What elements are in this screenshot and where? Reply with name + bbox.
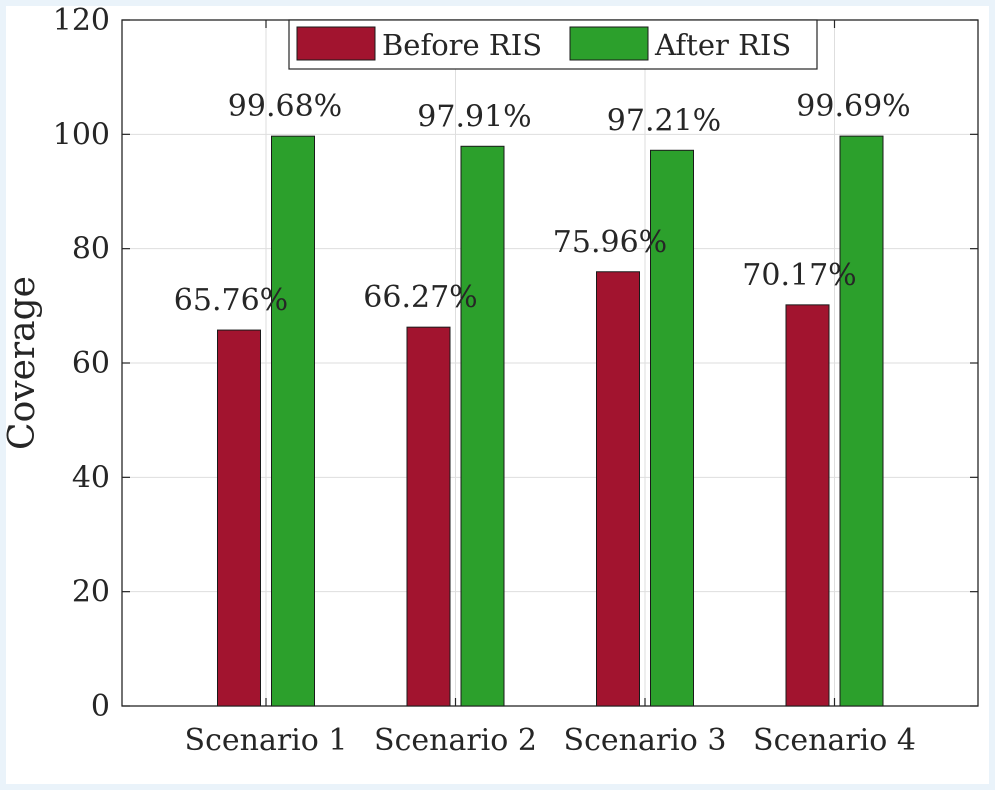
bar-after-ris-scenario-1 — [271, 135, 315, 707]
legend-swatch-after-ris — [569, 26, 649, 61]
bar-after-ris-scenario-4 — [839, 135, 884, 707]
data-label-after-ris-scenario-1: 99.68% — [228, 89, 342, 124]
bar-before-ris-scenario-4 — [785, 304, 830, 707]
y-tick-label-60: 60 — [72, 346, 110, 381]
bar-before-ris-scenario-1 — [217, 329, 261, 707]
data-label-before-ris-scenario-4: 70.17% — [742, 258, 856, 293]
bars — [217, 135, 884, 707]
x-tick-label-3: Scenario 3 — [564, 723, 727, 758]
legend-swatch-before-ris — [296, 26, 376, 61]
data-label-after-ris-scenario-2: 97.91% — [417, 99, 531, 134]
y-tick-label-100: 100 — [53, 117, 110, 152]
x-tick-label-1: Scenario 1 — [185, 723, 348, 758]
data-label-before-ris-scenario-2: 66.27% — [363, 280, 477, 315]
x-tick-label-2: Scenario 2 — [374, 723, 537, 758]
x-tick-label-4: Scenario 4 — [753, 723, 916, 758]
bar-before-ris-scenario-3 — [596, 271, 640, 707]
data-label-after-ris-scenario-4: 99.69% — [796, 89, 910, 124]
y-tick-label-80: 80 — [72, 232, 110, 267]
legend-label-before-ris: Before RIS — [382, 28, 542, 62]
grid-lines — [122, 20, 978, 706]
legend-box — [288, 19, 818, 70]
legend: Before RIS After RIS — [288, 19, 818, 70]
data-label-before-ris-scenario-3: 75.96% — [553, 225, 667, 260]
data-labels: 65.76% 66.27% 75.96% 70.17% 99.68% 97.91% 97.2… — [174, 89, 911, 318]
y-tick-label-20: 20 — [72, 575, 110, 610]
bar-after-ris-scenario-2 — [460, 145, 505, 707]
data-label-after-ris-scenario-3: 97.21% — [607, 103, 721, 138]
y-axis-ticks: 0 20 40 60 80 100 120 — [53, 3, 978, 724]
legend-label-after-ris: After RIS — [654, 28, 791, 62]
y-tick-label-0: 0 — [91, 689, 110, 724]
y-tick-label-40: 40 — [72, 460, 110, 495]
data-label-before-ris-scenario-1: 65.76% — [174, 283, 288, 318]
y-tick-label-120: 120 — [53, 3, 110, 38]
x-axis-ticks: Scenario 1 Scenario 2 Scenario 3 Scenario 4 — [185, 20, 916, 758]
bar-before-ris-scenario-2 — [406, 326, 451, 707]
y-axis-label: Coverage — [2, 276, 43, 450]
bar-after-ris-scenario-3 — [650, 149, 694, 707]
